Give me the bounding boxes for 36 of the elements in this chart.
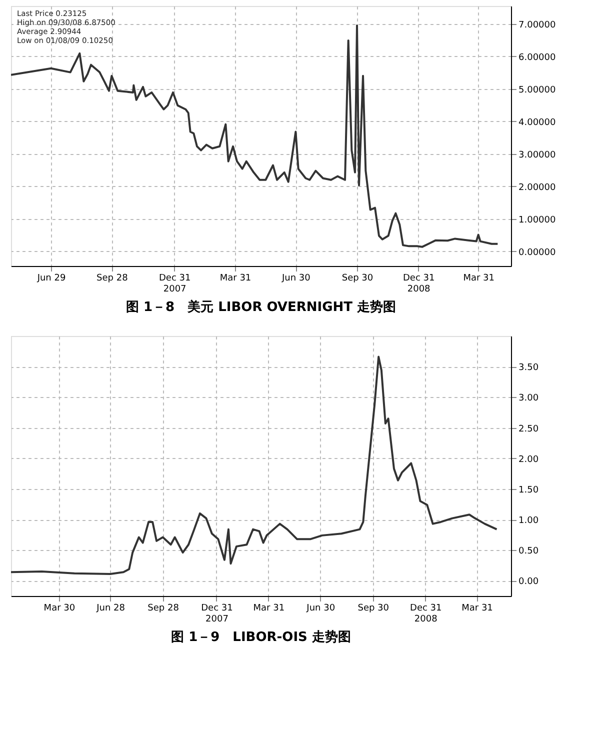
y-tick-label: 1.50 — [518, 485, 539, 496]
x-tick-label: Sep 30 — [358, 604, 390, 614]
x-tick-label: Mar 31 — [463, 274, 494, 284]
text: 图 1－9 LIBOR-OIS 走势图 — [171, 629, 351, 645]
x-tick-label: Jun 30 — [306, 604, 336, 614]
x-tick-label: Dec 31 2007 — [201, 604, 233, 624]
x-tick-label: Mar 30 — [44, 604, 76, 614]
y-tick-label: 5.00000 — [518, 85, 556, 96]
y-tick-label: 4.00000 — [518, 118, 556, 128]
y-tick-label: 2.00000 — [518, 182, 556, 193]
y-tick-label: 1.00000 — [518, 215, 556, 226]
y-tick-label: 3.00 — [518, 394, 539, 404]
y-tick-label: 3.50 — [518, 363, 539, 374]
y-tick-label: 6.00000 — [518, 52, 556, 63]
y-tick-label: 2.50 — [518, 424, 539, 434]
x-tick-label: Jun 28 — [96, 604, 126, 614]
y-tick-label: 3.00000 — [518, 150, 556, 160]
x-tick-label: Sep 28 — [96, 274, 128, 284]
x-tick-label: Mar 31 — [462, 604, 493, 614]
x-tick-label: Mar 31 — [253, 604, 285, 614]
x-tick-label: Sep 28 — [148, 604, 180, 614]
line-series — [11, 356, 498, 575]
y-tick-label: 7.00000 — [518, 20, 556, 30]
x-tick-label: Jun 30 — [280, 274, 311, 284]
y-tick-label: 0.50 — [518, 546, 539, 557]
y-tick-label: 2.00 — [518, 454, 539, 465]
y-tick-label: 1.00 — [518, 516, 539, 526]
y-tick-label: 0.00000 — [518, 248, 556, 258]
x-tick-label: Jun 29 — [36, 274, 66, 284]
x-tick-label: Dec 31 2008 — [402, 274, 435, 294]
x-tick-label: Dec 31 2007 — [158, 274, 191, 294]
x-tick-label: Sep 30 — [342, 274, 374, 284]
y-tick-label: 0.00 — [518, 577, 539, 588]
x-tick-label: Mar 31 — [220, 274, 252, 284]
x-tick-label: Dec 31 2008 — [410, 604, 442, 624]
text: 图 1－8 美元 LIBOR OVERNIGHT 走势图 — [126, 299, 396, 315]
